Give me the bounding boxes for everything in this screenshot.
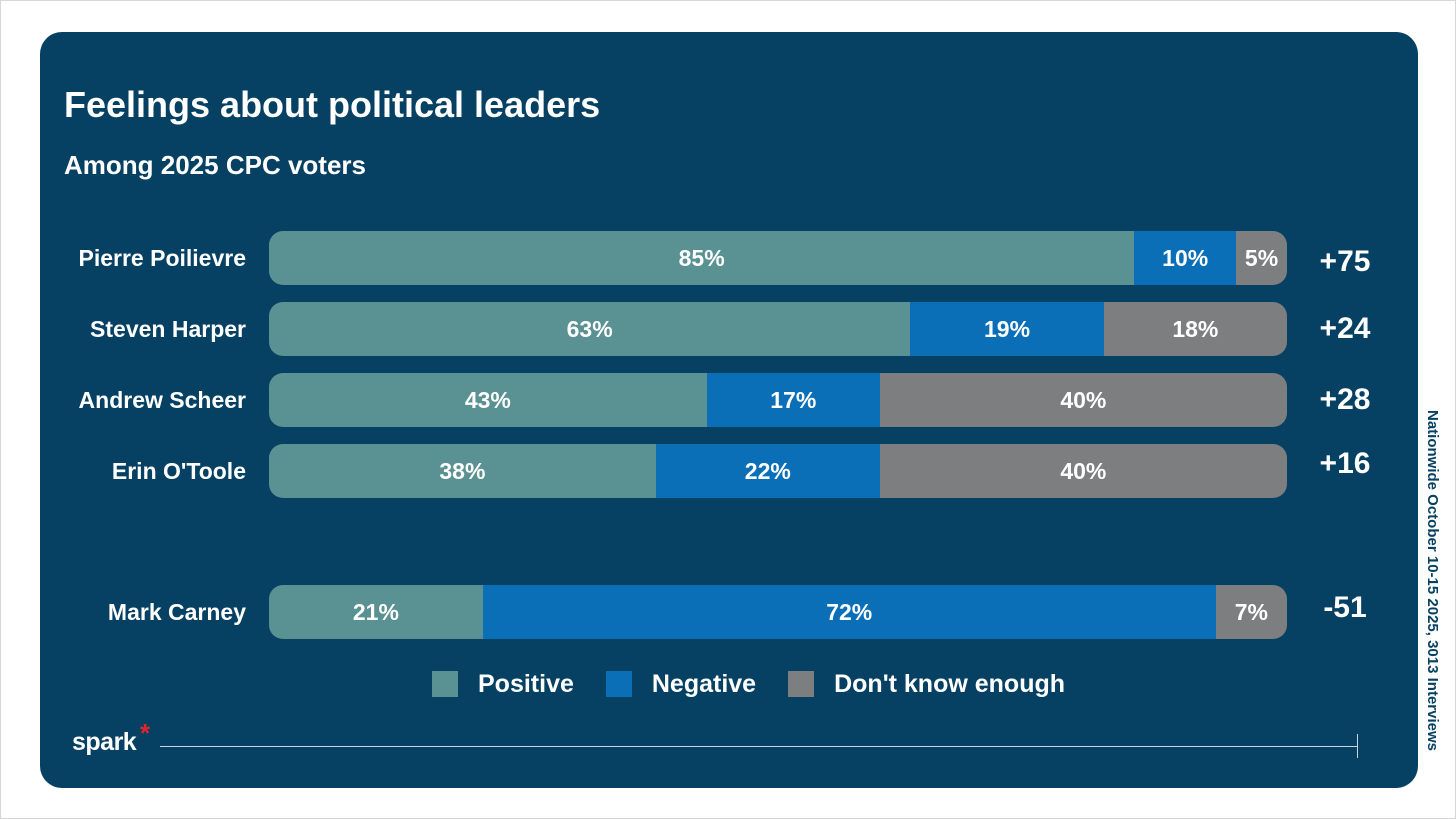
category-label-erin-o-toole: Erin O'Toole (111, 458, 246, 484)
bar-segment-dont-know: 18% (1103, 302, 1287, 356)
bar-pierre-poilievre: 85% 10% 5% (269, 231, 1287, 285)
net-score-erin-o-toole: +16 (1319, 447, 1371, 480)
legend-label-dont-know: Don't know enough (834, 669, 1066, 698)
footer-rule (160, 746, 1358, 747)
bar-mark-carney: 21% 72% 7% (269, 585, 1287, 639)
category-label-andrew-scheer: Andrew Scheer (78, 387, 246, 413)
legend-item-dont-know: Don't know enough (788, 670, 1065, 699)
bar-segment-negative: 72% (482, 585, 1216, 639)
legend-item-negative: Negative (605, 669, 757, 699)
legend-swatch-dont-know (788, 671, 815, 697)
source-note: Nationwide October 10-15 2025, 3013 Inte… (1424, 410, 1441, 751)
bar-steven-harper: 63% 19% 18% (269, 302, 1287, 356)
legend-swatch-positive (432, 671, 458, 697)
bar-segment-negative: 19% (910, 302, 1104, 356)
bar-segment-dont-know: 40% (879, 373, 1287, 427)
bar-segment-positive: 63% (269, 302, 911, 356)
bar-segment-negative: 22% (655, 444, 880, 498)
category-label-pierre-poilievre: Pierre Poilievre (78, 245, 247, 271)
net-score-mark-carney: -51 (1323, 591, 1367, 624)
bar-segment-negative: 10% (1134, 231, 1237, 285)
spark-logo: spark (72, 728, 137, 756)
legend: Positive Negative Don't know enough (432, 668, 1097, 700)
logo-star-icon: * (140, 718, 151, 748)
net-score-pierre-poilievre: +75 (1319, 245, 1371, 278)
legend-swatch-negative (605, 671, 632, 697)
bar-segment-positive: 85% (269, 231, 1135, 285)
bar-segment-positive: 43% (269, 373, 707, 427)
bar-segment-dont-know: 7% (1215, 585, 1287, 639)
net-score-steven-harper: +24 (1319, 312, 1371, 345)
chart-title: Feelings about political leaders (64, 84, 601, 125)
chart-subtitle: Among 2025 CPC voters (64, 150, 366, 180)
net-score-andrew-scheer: +28 (1319, 383, 1371, 416)
legend-label-positive: Positive (478, 669, 574, 698)
category-label-mark-carney: Mark Carney (107, 599, 246, 625)
category-label-steven-harper: Steven Harper (90, 316, 246, 342)
legend-label-negative: Negative (651, 669, 757, 698)
legend-item-positive: Positive (432, 670, 574, 699)
bar-andrew-scheer: 43% 17% 40% (269, 373, 1287, 427)
bar-erin-o-toole: 38% 22% 40% (269, 444, 1287, 498)
bar-segment-negative: 17% (706, 373, 880, 427)
bar-segment-dont-know: 40% (879, 444, 1287, 498)
bar-segment-positive: 38% (269, 444, 656, 498)
bar-segment-positive: 21% (269, 585, 483, 639)
bar-segment-dont-know: 5% (1236, 231, 1287, 285)
footer-rule-tick (1357, 734, 1358, 758)
